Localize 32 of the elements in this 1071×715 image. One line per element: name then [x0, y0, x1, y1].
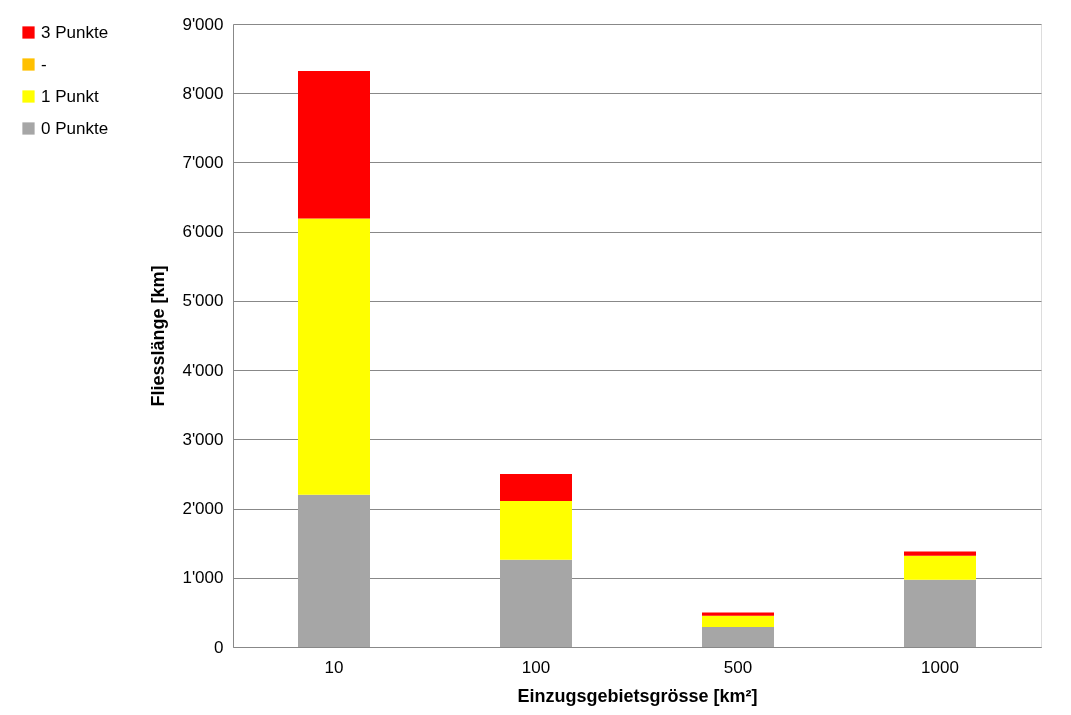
y-tick-label: 5'000: [182, 291, 224, 311]
bar: [298, 494, 370, 647]
x-tick-label: 100: [521, 657, 551, 677]
bar: [298, 218, 370, 495]
legend-label: -: [41, 54, 47, 74]
bar: [702, 626, 774, 647]
bar: [500, 500, 572, 560]
bar: [904, 555, 976, 580]
y-tick-label: 2'000: [182, 499, 224, 519]
bar: [702, 612, 774, 616]
x-tick-label: 1000: [921, 657, 959, 677]
y-tick-label: 8'000: [182, 83, 224, 103]
y-axis-title: Fliesslänge [km]: [148, 265, 169, 407]
bar: [702, 615, 774, 627]
bar: [904, 579, 976, 647]
y-tick-label: 6'000: [182, 222, 224, 242]
y-tick-label: 9'000: [182, 14, 224, 34]
bar: [500, 559, 572, 647]
x-tick-label: 500: [723, 657, 753, 677]
bar: [500, 473, 572, 501]
y-tick-label: 0: [214, 637, 224, 657]
x-tick-label: 10: [324, 657, 344, 677]
y-tick-label: 1'000: [182, 568, 224, 588]
legend-label: 0 Punkte: [41, 118, 109, 138]
legend-label: 1 Punkt: [41, 86, 99, 106]
y-tick-label: 4'000: [182, 360, 224, 380]
y-tick-label: 7'000: [182, 152, 224, 172]
bar: [298, 71, 370, 219]
bar: [904, 551, 976, 556]
legend-label: 3 Punkte: [41, 22, 109, 42]
x-axis-title: Einzugsgebietsgrösse [km²]: [517, 685, 758, 706]
y-tick-label: 3'000: [182, 429, 224, 449]
